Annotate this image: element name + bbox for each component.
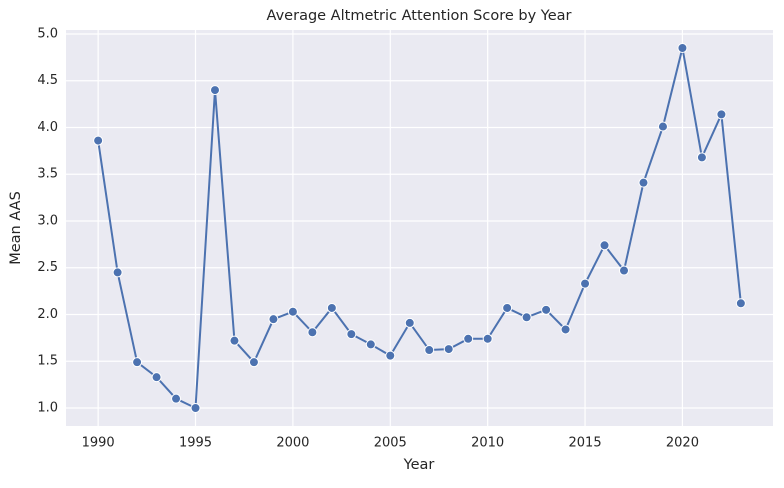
point (463, 333, 474, 344)
line (97, 47, 742, 410)
point (404, 317, 415, 328)
point (696, 152, 707, 163)
point (268, 314, 279, 325)
x-tick-label: 2005 (374, 436, 407, 451)
point (580, 278, 591, 289)
y-tick-label: 2.0 (37, 307, 58, 322)
y-tick-label: 4.5 (37, 73, 58, 88)
point (424, 345, 435, 356)
x-tick-label: 1990 (82, 436, 115, 451)
point (482, 333, 493, 344)
point (209, 85, 220, 96)
point (599, 240, 610, 251)
y-tick-label: 5.0 (37, 26, 58, 41)
point (385, 350, 396, 361)
y-tick-label: 3.0 (37, 213, 58, 228)
point (735, 298, 746, 309)
x-tick-label: 2015 (569, 436, 602, 451)
point (190, 403, 201, 413)
point (93, 135, 104, 146)
point (560, 324, 571, 335)
y-axis-label: Mean AAS (8, 191, 24, 265)
point (638, 177, 649, 188)
point (248, 357, 259, 368)
point (521, 312, 532, 323)
point (171, 393, 182, 404)
y-tick-label: 4.0 (37, 120, 58, 135)
point (541, 304, 552, 315)
point (151, 372, 162, 383)
point (287, 306, 298, 317)
point (443, 344, 454, 355)
y-tick-label: 1.5 (37, 354, 58, 369)
x-tick-label: 1995 (179, 436, 212, 451)
point (132, 357, 143, 368)
point (346, 329, 357, 340)
point (365, 339, 376, 350)
x-tick-label: 2020 (666, 436, 699, 451)
y-tick-label: 2.5 (37, 260, 58, 275)
point (229, 335, 240, 346)
y-tick-label: 1.0 (37, 401, 58, 416)
point (326, 302, 337, 313)
x-axis-label: Year (403, 457, 435, 473)
x-tick-label: 2000 (276, 436, 309, 451)
plot-area (66, 30, 773, 426)
point (619, 265, 630, 276)
point (716, 109, 727, 120)
chart-title: Average Altmetric Attention Score by Yea… (267, 8, 572, 24)
y-tick-label: 3.5 (37, 167, 58, 182)
point (657, 121, 668, 132)
point (677, 43, 688, 53)
x-tick-label: 2010 (471, 436, 504, 451)
point (502, 302, 513, 313)
point (307, 327, 318, 338)
point (112, 267, 123, 278)
